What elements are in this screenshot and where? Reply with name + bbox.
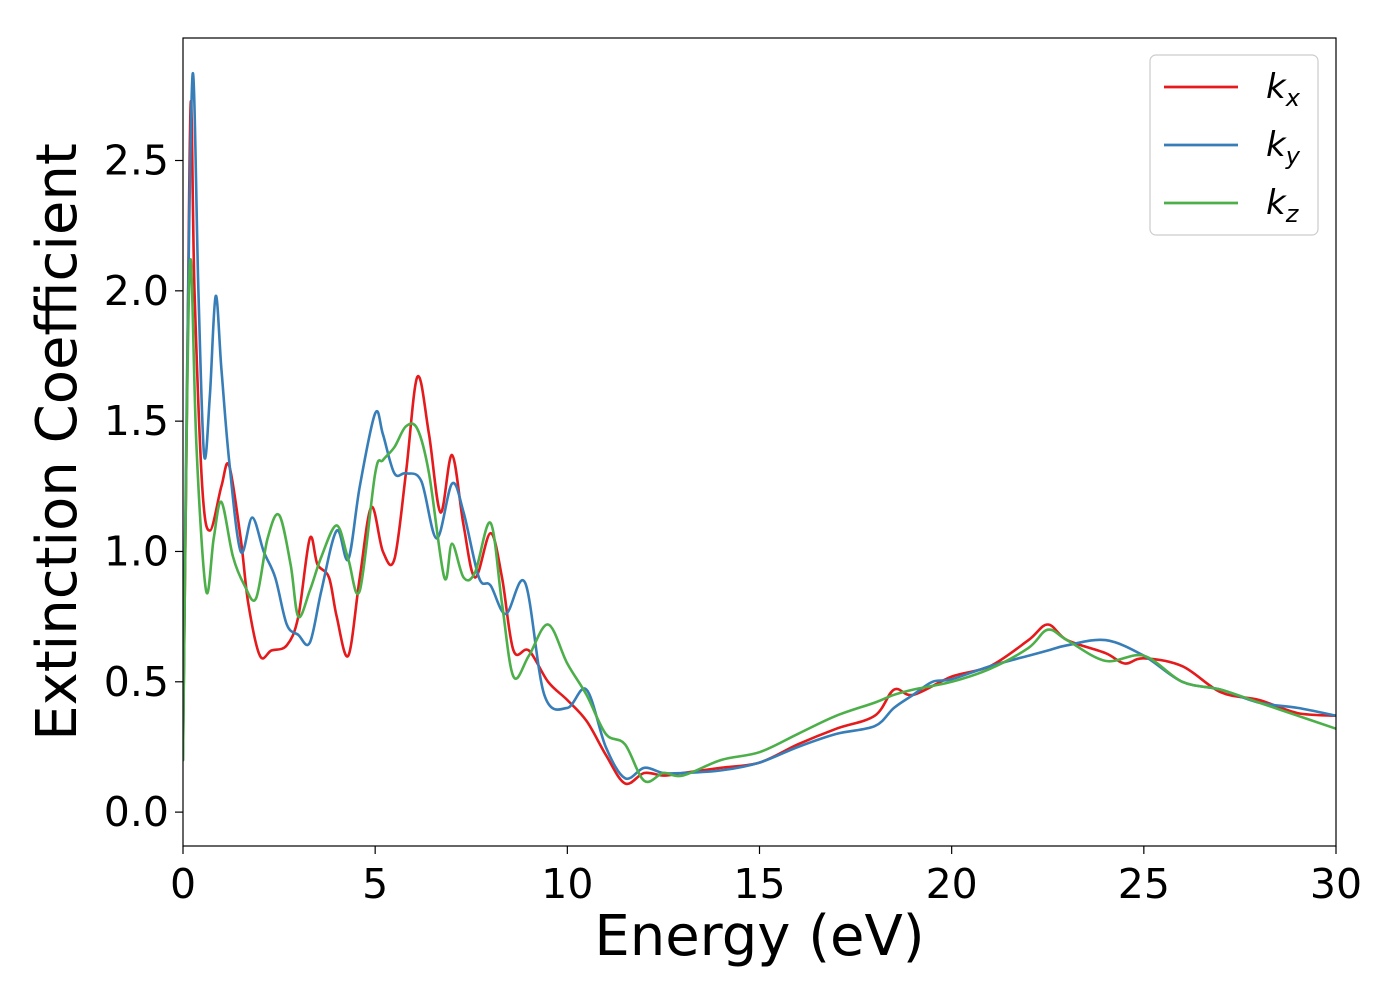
y-tick-label: 2.5 [104,137,169,185]
y-tick-label: 0.5 [104,658,169,706]
x-axis-ticks: 0 5 10 15 20 25 30 [170,846,1362,908]
legend-entry-subscript: x [1285,84,1301,112]
y-tick-label: 1.5 [104,397,169,445]
x-tick-label: 0 [170,860,196,908]
legend-entry-subscript: y [1285,142,1301,170]
series-line-z [183,258,1336,784]
x-tick-label: 20 [926,860,978,908]
x-tick-label: 15 [733,860,785,908]
y-tick-label: 1.0 [104,527,169,575]
y-tick-label: 0.0 [104,788,169,836]
legend-entry-x: kx [1266,67,1301,112]
y-tick-label: 2.0 [104,267,169,315]
legend-entry-z: kz [1266,183,1300,228]
legend-entry-main: k [1266,67,1287,107]
x-tick-label: 5 [362,860,388,908]
x-axis-label: Energy (eV) [594,904,924,969]
legend-entry-y: ky [1266,125,1301,170]
legend-entry-main: k [1266,125,1287,165]
legend-entry-subscript: z [1285,200,1300,228]
legend-entry-main: k [1266,183,1287,223]
series-layer [183,72,1336,786]
x-tick-label: 10 [541,860,593,908]
y-axis-label: Extinction Coefficient [25,143,90,741]
series-line-y [183,72,1336,781]
y-axis-ticks: 0.0 0.5 1.0 1.5 2.0 2.5 [104,137,183,836]
x-tick-label: 25 [1118,860,1170,908]
x-tick-label: 30 [1310,860,1362,908]
